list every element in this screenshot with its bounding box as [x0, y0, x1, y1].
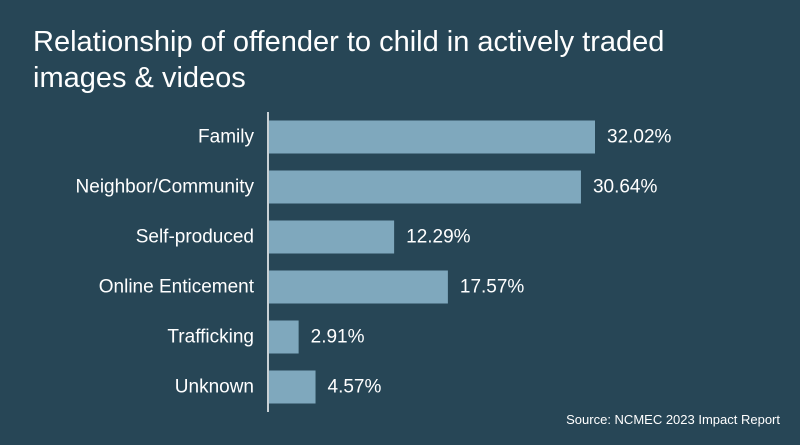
- value-label: 2.91%: [311, 327, 365, 348]
- category-label: Family: [198, 127, 254, 148]
- bar-self-produced: [269, 220, 395, 254]
- category-label: Trafficking: [167, 327, 254, 348]
- chart-title: Relationship of offender to child in act…: [33, 26, 665, 94]
- value-label: 12.29%: [406, 227, 471, 248]
- bar-trafficking: [269, 320, 299, 354]
- value-label: 4.57%: [328, 377, 382, 398]
- bar-family: [269, 120, 595, 154]
- source-note: Source: NCMEC 2023 Impact Report: [566, 412, 780, 427]
- bar-online-enticement: [269, 270, 448, 304]
- category-label: Neighbor/Community: [76, 177, 255, 198]
- value-label: 30.64%: [593, 177, 658, 198]
- bar-neighbor-community: [269, 170, 581, 204]
- value-label: 17.57%: [460, 277, 525, 298]
- category-label: Self-produced: [136, 227, 254, 248]
- value-label: 32.02%: [607, 127, 672, 148]
- category-label: Unknown: [175, 377, 254, 398]
- category-label: Online Enticement: [99, 277, 255, 298]
- bars-group: Family 32.02% Neighbor/Community 30.64% Self…: [76, 120, 672, 404]
- bar-unknown: [269, 370, 316, 404]
